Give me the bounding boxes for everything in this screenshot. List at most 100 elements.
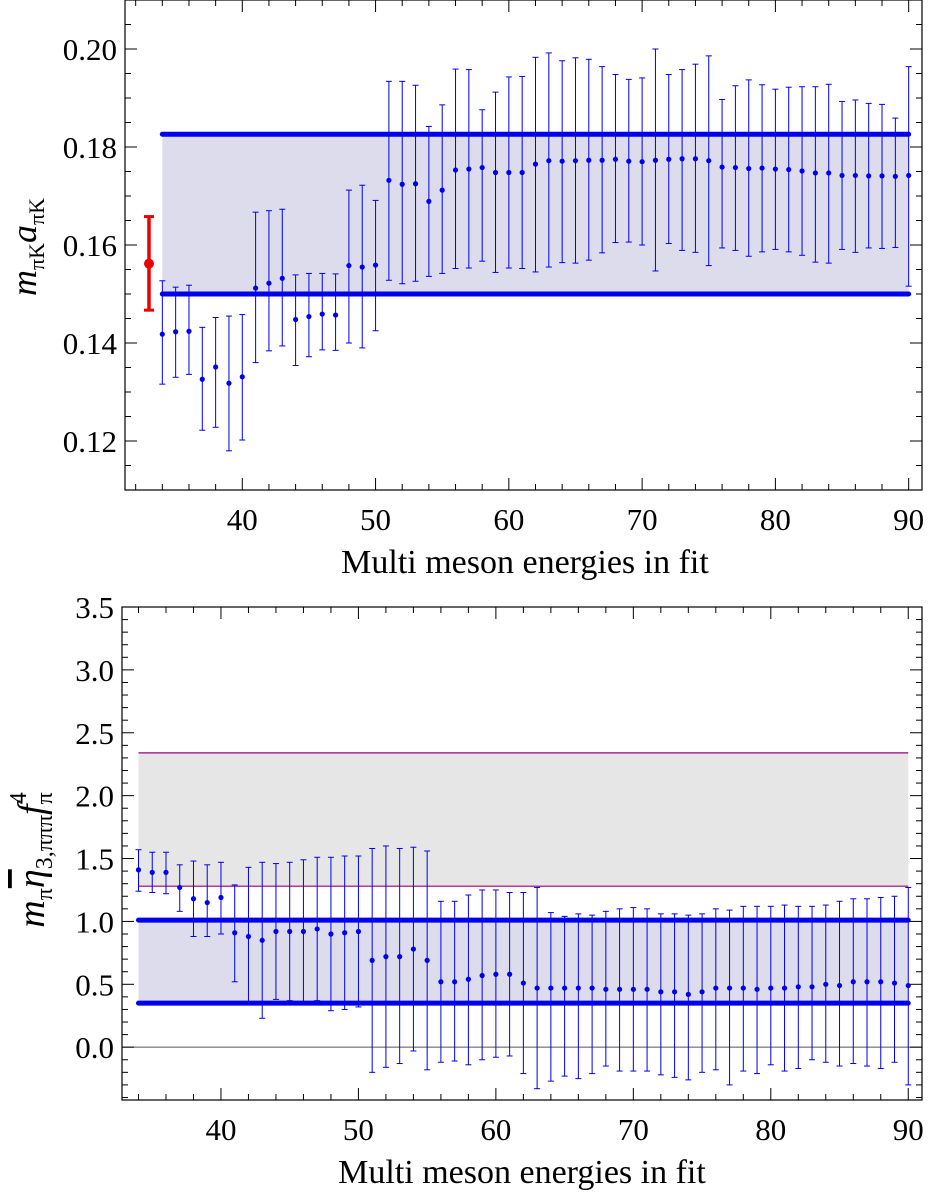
- data-point-group: [505, 76, 512, 269]
- data-point: [639, 159, 645, 165]
- data-point: [713, 985, 719, 991]
- x-tick-label: 70: [627, 502, 658, 537]
- data-point-group: [891, 895, 898, 1063]
- data-point: [781, 985, 788, 991]
- data-point: [452, 167, 459, 173]
- data-point: [795, 984, 801, 990]
- data-point-group: [279, 208, 286, 347]
- data-point: [534, 985, 540, 991]
- data-point: [355, 928, 362, 935]
- data-point-group: [396, 847, 403, 1065]
- data-point-group: [754, 905, 761, 1075]
- data-point: [292, 316, 299, 323]
- data-point: [226, 380, 232, 386]
- y-label-m: m: [4, 270, 44, 296]
- data-point: [397, 954, 403, 960]
- data-point-group: [785, 86, 792, 253]
- data-point-group: [812, 86, 819, 263]
- data-point: [586, 157, 592, 163]
- data-point-group: [519, 75, 526, 270]
- data-point: [519, 169, 525, 176]
- data-point: [213, 364, 219, 370]
- y-tick-label: 0.0: [75, 1030, 114, 1065]
- data-point: [190, 896, 197, 902]
- data-point-group: [692, 63, 699, 253]
- reference-point: [143, 215, 154, 312]
- frame: [121, 606, 923, 1101]
- data-point-group: [212, 317, 219, 428]
- data-point-group: [305, 272, 312, 358]
- data-point: [671, 989, 678, 995]
- data-point-group: [652, 48, 659, 272]
- data-point: [809, 984, 815, 990]
- y-label-m-sub: π: [32, 888, 58, 900]
- data-point-group: [345, 189, 352, 344]
- data-point: [726, 985, 733, 991]
- y-axis-label: mπKaπK: [4, 198, 49, 296]
- data-point-group: [252, 211, 259, 364]
- data-point-group: [439, 104, 446, 274]
- data-point: [836, 982, 843, 989]
- data-point: [740, 985, 746, 991]
- data-point: [177, 884, 183, 891]
- data-point: [548, 985, 554, 991]
- data-point: [232, 930, 238, 936]
- data-point: [410, 946, 417, 952]
- data-point-group: [825, 83, 832, 264]
- outer-band-fill: [138, 752, 909, 887]
- data-point-group: [705, 55, 712, 267]
- data-point-group: [740, 905, 747, 1072]
- data-point: [159, 331, 165, 337]
- y-axis-label: mπη3,πππfπ4: [6, 792, 58, 927]
- data-point-group: [492, 889, 499, 1058]
- data-point: [342, 930, 348, 936]
- data-point: [452, 979, 458, 985]
- data-point: [186, 328, 192, 334]
- data-point: [149, 869, 155, 875]
- data-point: [719, 164, 725, 170]
- data-point: [372, 262, 379, 268]
- data-point: [493, 971, 499, 977]
- data-point-group: [877, 897, 884, 1070]
- x-tick-label: 80: [755, 1112, 786, 1147]
- data-point-group: [679, 69, 686, 251]
- data-point: [575, 985, 581, 991]
- data-point: [279, 275, 285, 281]
- data-point-group: [424, 850, 431, 1071]
- data-point-group: [561, 915, 568, 1077]
- data-point: [666, 156, 672, 162]
- data-point: [359, 264, 365, 270]
- data-series: [135, 845, 912, 1090]
- data-point: [658, 989, 664, 995]
- data-point: [332, 312, 339, 318]
- data-point-group: [685, 914, 692, 1081]
- data-point: [826, 170, 832, 176]
- data-point-group: [644, 908, 651, 1072]
- data-point-group: [905, 66, 912, 287]
- data-point-group: [355, 855, 362, 1008]
- data-point: [685, 991, 691, 997]
- x-axis-label: Multi meson energies in fit: [341, 544, 709, 581]
- data-point-group: [575, 913, 582, 1080]
- data-point: [492, 169, 499, 176]
- data-point-group: [879, 103, 886, 249]
- data-point-group: [437, 900, 444, 1063]
- data-point: [562, 985, 568, 991]
- data-point-group: [589, 914, 596, 1075]
- data-point: [507, 971, 513, 977]
- data-point-group: [781, 904, 788, 1072]
- data-point-group: [506, 891, 513, 1057]
- data-point-group: [225, 315, 232, 452]
- x-tick-label: 60: [480, 1112, 511, 1147]
- data-point-group: [625, 78, 632, 243]
- data-point-group: [327, 856, 334, 1012]
- data-point: [616, 986, 623, 992]
- data-point: [746, 165, 752, 172]
- data-point-group: [162, 851, 169, 895]
- data-point-group: [599, 66, 606, 254]
- x-tick-label: 50: [360, 502, 391, 537]
- x-tick-label: 60: [493, 502, 524, 537]
- data-point-group: [864, 898, 871, 1067]
- data-point: [799, 168, 805, 174]
- data-point-group: [176, 864, 183, 912]
